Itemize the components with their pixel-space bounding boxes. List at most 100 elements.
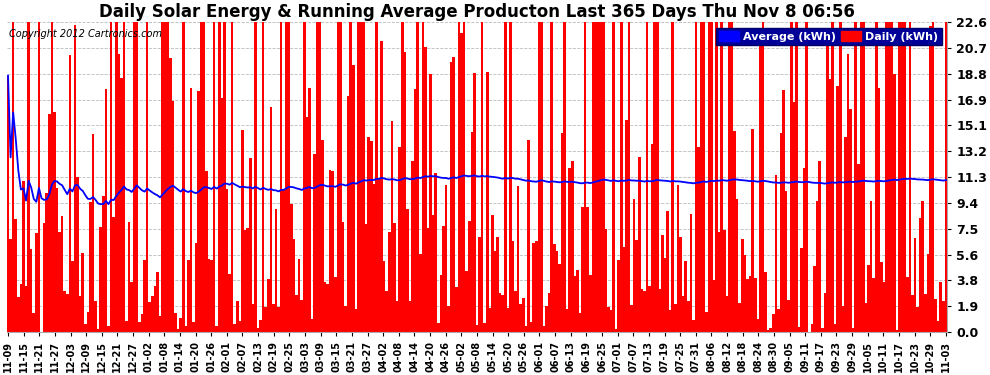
Bar [558, 264, 560, 332]
Bar [648, 286, 650, 332]
Bar [896, 330, 898, 332]
Bar [146, 22, 148, 332]
Bar [864, 303, 867, 332]
Bar [354, 309, 357, 332]
Bar [131, 282, 133, 332]
Bar [33, 312, 35, 332]
Bar [581, 207, 584, 332]
Bar [790, 22, 793, 332]
Bar [158, 316, 161, 332]
Bar [927, 254, 930, 332]
Bar [898, 22, 901, 332]
Bar [94, 301, 97, 332]
Bar [473, 73, 475, 332]
Bar [177, 329, 179, 332]
Bar [656, 22, 658, 332]
Bar [944, 22, 947, 332]
Bar [891, 22, 893, 332]
Bar [148, 302, 151, 332]
Bar [708, 22, 710, 332]
Bar [716, 22, 718, 332]
Bar [533, 243, 535, 332]
Bar [35, 233, 38, 332]
Bar [803, 168, 806, 332]
Bar [507, 308, 509, 332]
Bar [264, 307, 267, 332]
Bar [46, 194, 48, 332]
Bar [502, 295, 504, 332]
Bar [826, 45, 829, 332]
Bar [674, 304, 676, 332]
Bar [169, 58, 171, 332]
Bar [684, 261, 687, 332]
Bar [174, 314, 177, 332]
Bar [319, 22, 321, 332]
Bar [329, 171, 332, 332]
Bar [182, 22, 184, 332]
Bar [906, 277, 909, 332]
Bar [282, 190, 285, 332]
Bar [303, 22, 306, 332]
Bar [378, 178, 380, 332]
Bar [541, 22, 543, 332]
Bar [48, 114, 50, 332]
Bar [396, 301, 398, 332]
Bar [829, 80, 832, 332]
Bar [859, 22, 862, 332]
Bar [449, 62, 452, 332]
Bar [422, 22, 424, 332]
Bar [223, 22, 226, 332]
Bar [144, 260, 146, 332]
Bar [547, 293, 550, 332]
Bar [334, 277, 337, 332]
Bar [440, 274, 443, 332]
Bar [30, 249, 33, 332]
Bar [285, 22, 287, 332]
Bar [55, 188, 58, 332]
Bar [43, 223, 46, 332]
Bar [115, 22, 118, 332]
Bar [494, 251, 496, 332]
Bar [38, 22, 41, 332]
Bar [481, 22, 483, 332]
Bar [917, 307, 919, 332]
Bar [605, 230, 607, 332]
Bar [221, 98, 223, 332]
Bar [816, 201, 819, 332]
Bar [190, 88, 192, 332]
Bar [465, 272, 468, 332]
Bar [478, 237, 481, 332]
Bar [705, 312, 708, 332]
Bar [79, 296, 81, 332]
Bar [365, 224, 367, 332]
Bar [383, 261, 385, 332]
Bar [208, 259, 210, 332]
Bar [126, 321, 128, 332]
Legend: Average (kWh), Daily (kWh): Average (kWh), Daily (kWh) [716, 28, 941, 45]
Bar [256, 328, 259, 332]
Bar [919, 217, 922, 332]
Bar [520, 304, 522, 332]
Bar [661, 236, 663, 332]
Bar [658, 290, 661, 332]
Bar [721, 22, 723, 332]
Bar [393, 223, 396, 332]
Title: Daily Solar Energy & Running Average Producton Last 365 Days Thu Nov 8 06:56: Daily Solar Energy & Running Average Pro… [99, 3, 855, 21]
Bar [862, 22, 864, 332]
Bar [689, 214, 692, 332]
Bar [269, 106, 272, 332]
Bar [171, 101, 174, 332]
Bar [166, 22, 169, 332]
Bar [184, 326, 187, 332]
Bar [496, 237, 499, 332]
Bar [50, 22, 53, 332]
Bar [321, 140, 324, 332]
Bar [793, 102, 795, 332]
Bar [20, 284, 22, 332]
Bar [645, 22, 648, 332]
Bar [370, 141, 372, 332]
Bar [914, 238, 917, 332]
Bar [455, 288, 457, 332]
Bar [911, 296, 914, 332]
Bar [666, 211, 669, 332]
